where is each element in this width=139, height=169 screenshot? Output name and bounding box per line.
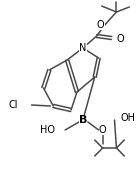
Text: O: O <box>99 125 106 135</box>
Text: Cl: Cl <box>8 100 18 110</box>
Text: OH: OH <box>120 113 135 123</box>
Text: O: O <box>97 20 105 30</box>
Text: HO: HO <box>40 125 55 135</box>
Text: B: B <box>79 115 87 125</box>
Text: N: N <box>79 43 87 53</box>
Text: O: O <box>116 34 124 44</box>
